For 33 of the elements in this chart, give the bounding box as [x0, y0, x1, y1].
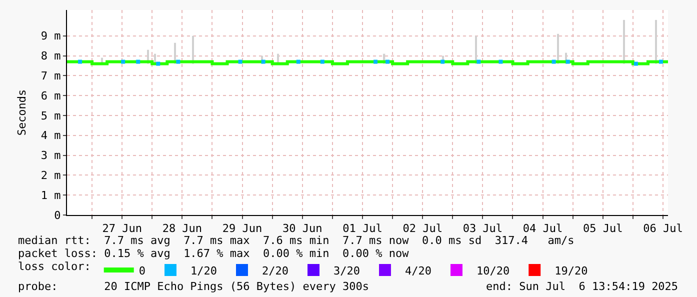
x-tick-label: 02 Jul [402, 222, 442, 236]
x-tick-label: 28 Jun [162, 222, 202, 236]
x-tick-label: 27 Jun [102, 222, 142, 236]
x-tick-label: 29 Jun [222, 222, 262, 236]
y-tick-label: 0 [54, 208, 61, 222]
y-tick-label: 4 m [40, 129, 62, 142]
x-tick-label: 04 Jul [522, 222, 563, 236]
y-tick-label: 8 m [40, 50, 62, 63]
y-tick-label: 2 m [40, 169, 62, 182]
legend-label: 3/20 [333, 264, 360, 278]
x-tick-label: 06 Jul [643, 222, 683, 236]
text: end: Sun Jul 6 13:54:19 2025 [486, 280, 678, 293]
y-tick-label: 5 m [40, 109, 62, 122]
y-tick-label: 9 m [40, 30, 62, 43]
legend-label: 2/20 [262, 264, 288, 278]
x-tick-label: 01 Jul [342, 222, 382, 236]
y-axis-title: Seconds [16, 89, 29, 136]
text: probe: 20 ICMP Echo Pings (56 Bytes) every 300s [18, 280, 369, 293]
x-tick-label: 30 Jun [282, 222, 322, 236]
legend-label: 19/20 [554, 264, 588, 278]
legend-label: 1/20 [190, 264, 217, 278]
legend-label: 0 [138, 264, 146, 278]
y-tick-label: 6 m [40, 89, 62, 102]
y-tick-label: 1 m [40, 188, 62, 202]
legend-title: loss color: [18, 260, 91, 273]
y-tick-label: 3 m [40, 149, 62, 162]
y-tick-label: 7 m [40, 70, 62, 83]
text: packet loss: 0.15 % avg 1.67 % max 0.00 % min 0.00 % now [18, 247, 410, 260]
x-tick-label: 03 Jul [462, 222, 503, 236]
legend-label: 10/20 [476, 264, 510, 278]
x-tick-label: 05 Jul [583, 222, 623, 236]
text: median rtt: 7.7 ms avg 7.7 ms max 7.6 ms min 7.7 ms now 0.0 ms sd 317.4 am/s [18, 234, 574, 247]
legend-label: 4/20 [404, 264, 432, 278]
